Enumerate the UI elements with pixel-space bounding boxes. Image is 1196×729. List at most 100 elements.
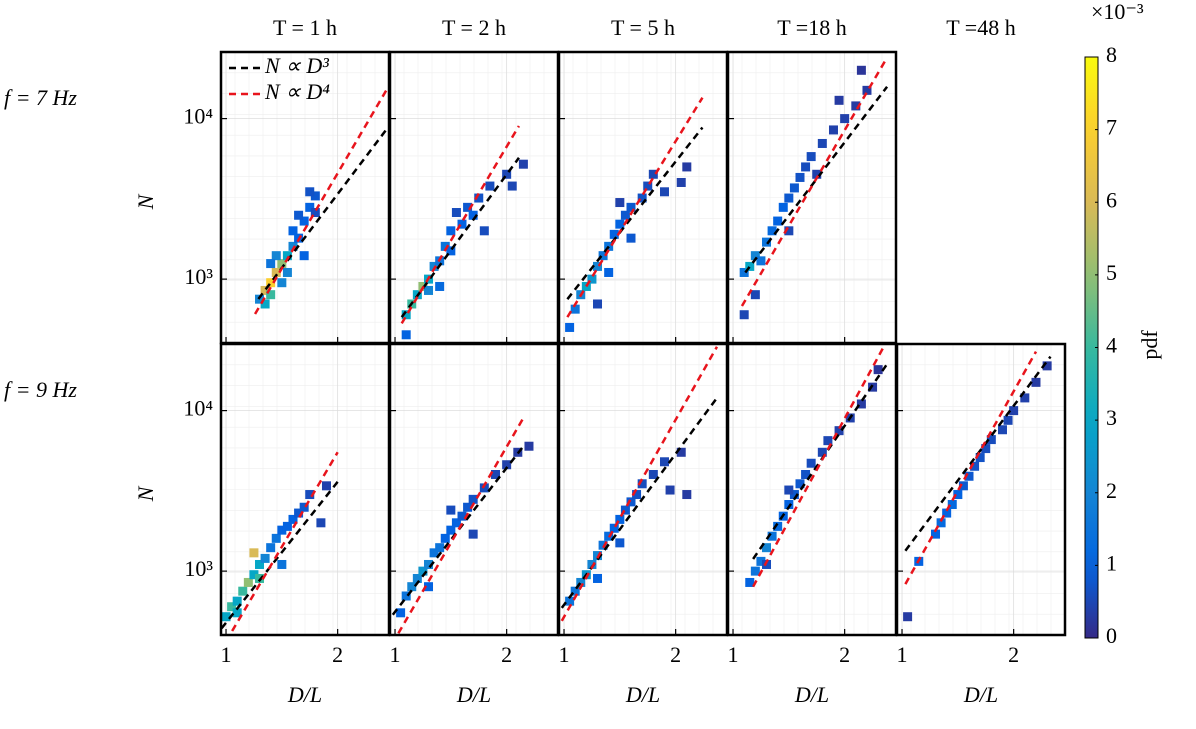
- heatmap-cell: [570, 586, 580, 596]
- heatmap-cell: [249, 570, 259, 580]
- heatmap-cell: [593, 261, 603, 271]
- heatmap-cell: [282, 251, 292, 261]
- heatmap-cell: [750, 290, 760, 300]
- heatmap-cell: [975, 453, 985, 463]
- column-title: T = 2 h: [442, 15, 506, 40]
- heatmap-cell: [277, 259, 287, 269]
- heatmap-cell: [795, 479, 805, 489]
- heatmap-cell: [648, 169, 658, 179]
- heatmap-cell: [570, 304, 580, 314]
- heatmap-cell: [795, 172, 805, 182]
- heatmap-cell: [620, 210, 630, 220]
- heatmap-cell: [964, 471, 974, 481]
- heatmap-cell: [446, 525, 456, 535]
- heatmap-cell: [953, 490, 963, 500]
- heatmap-cell: [232, 596, 242, 606]
- heatmap-cell: [598, 251, 608, 261]
- heatmap-cell: [451, 208, 461, 218]
- heatmap-cell: [305, 202, 315, 212]
- heatmap-cell: [637, 479, 647, 489]
- heatmap-cell: [490, 469, 500, 479]
- heatmap-cell: [682, 490, 692, 500]
- panel: [221, 52, 389, 343]
- heatmap-cell: [299, 502, 309, 512]
- heatmap-cell: [931, 529, 941, 539]
- x-tick-label: 2: [332, 642, 343, 667]
- heatmap-cell: [485, 181, 495, 191]
- heatmap-cell: [801, 469, 811, 479]
- heatmap-cell: [604, 241, 614, 251]
- colorbar-tick-label: 3: [1106, 405, 1117, 430]
- y-tick-label: 10⁴: [183, 396, 213, 421]
- heatmap-cell: [429, 548, 439, 558]
- heatmap-cell: [277, 559, 287, 569]
- fit-line: [560, 346, 719, 622]
- heatmap-cell: [828, 125, 838, 135]
- heatmap-cell: [942, 508, 952, 518]
- heatmap-cell: [936, 518, 946, 528]
- heatmap-cell: [424, 582, 434, 592]
- heatmap-cell: [750, 566, 760, 576]
- colorbar-tick-label: 2: [1106, 478, 1117, 503]
- heatmap-cell: [507, 181, 517, 191]
- heatmap-cell: [260, 553, 270, 563]
- y-tick-label: 10⁴: [183, 104, 213, 129]
- heatmap-cell: [626, 233, 636, 243]
- heatmap-cell: [243, 577, 253, 587]
- column-title: T = 1 h: [273, 15, 337, 40]
- heatmap-cell: [789, 183, 799, 193]
- heatmap-cell: [524, 441, 534, 451]
- heatmap-cell: [840, 114, 850, 124]
- heatmap-cell: [288, 226, 298, 236]
- heatmap-cell: [812, 169, 822, 179]
- heatmap-cell: [665, 485, 675, 495]
- heatmap-cell: [834, 426, 844, 436]
- heatmap-cell: [851, 101, 861, 111]
- row-title: f = 7 Hz: [4, 85, 77, 110]
- panel: [559, 52, 727, 343]
- heatmap-cell: [745, 577, 755, 587]
- fit-line: [228, 451, 339, 635]
- heatmap-cell: [260, 299, 270, 309]
- heatmap-cell: [260, 285, 270, 295]
- heatmap-cell: [862, 85, 872, 95]
- colorbar-tick-label: 6: [1106, 187, 1117, 212]
- x-tick-label: 1: [390, 642, 401, 667]
- heatmap-cell: [565, 322, 575, 332]
- x-axis-label: D/L: [287, 682, 322, 707]
- heatmap-cell: [266, 543, 276, 553]
- fit-line: [400, 157, 520, 318]
- colorbar-tick-label: 8: [1106, 42, 1117, 67]
- heatmap-cell: [856, 399, 866, 409]
- panel: [390, 52, 558, 343]
- heatmap-cell: [271, 267, 281, 277]
- x-tick-label: 2: [839, 642, 850, 667]
- heatmap-cell: [598, 540, 608, 550]
- x-tick-label: 1: [221, 642, 232, 667]
- x-tick-label: 1: [897, 642, 908, 667]
- heatmap-cell: [609, 229, 619, 239]
- heatmap-cell: [615, 514, 625, 524]
- colorbar-label: pdf: [1137, 330, 1162, 360]
- heatmap-cell: [424, 559, 434, 569]
- heatmap-cell: [970, 461, 980, 471]
- heatmap-cell: [947, 500, 957, 510]
- panel: [221, 344, 389, 635]
- heatmap-cell: [288, 514, 298, 524]
- heatmap-cell: [615, 198, 625, 208]
- heatmap-cell: [676, 177, 686, 187]
- heatmap-cell: [615, 538, 625, 548]
- heatmap-cell: [789, 490, 799, 500]
- heatmap-cell: [593, 299, 603, 309]
- heatmap-cell: [299, 251, 309, 261]
- heatmap-cell: [271, 533, 281, 543]
- heatmap-cell: [518, 159, 528, 169]
- heatmap-cell: [682, 162, 692, 172]
- heatmap-cell: [435, 543, 445, 553]
- heatmap-cell: [424, 285, 434, 295]
- heatmap-cell: [756, 556, 766, 566]
- x-axis-label: D/L: [963, 682, 998, 707]
- heatmap-cell: [745, 261, 755, 271]
- heatmap-cell: [903, 612, 913, 622]
